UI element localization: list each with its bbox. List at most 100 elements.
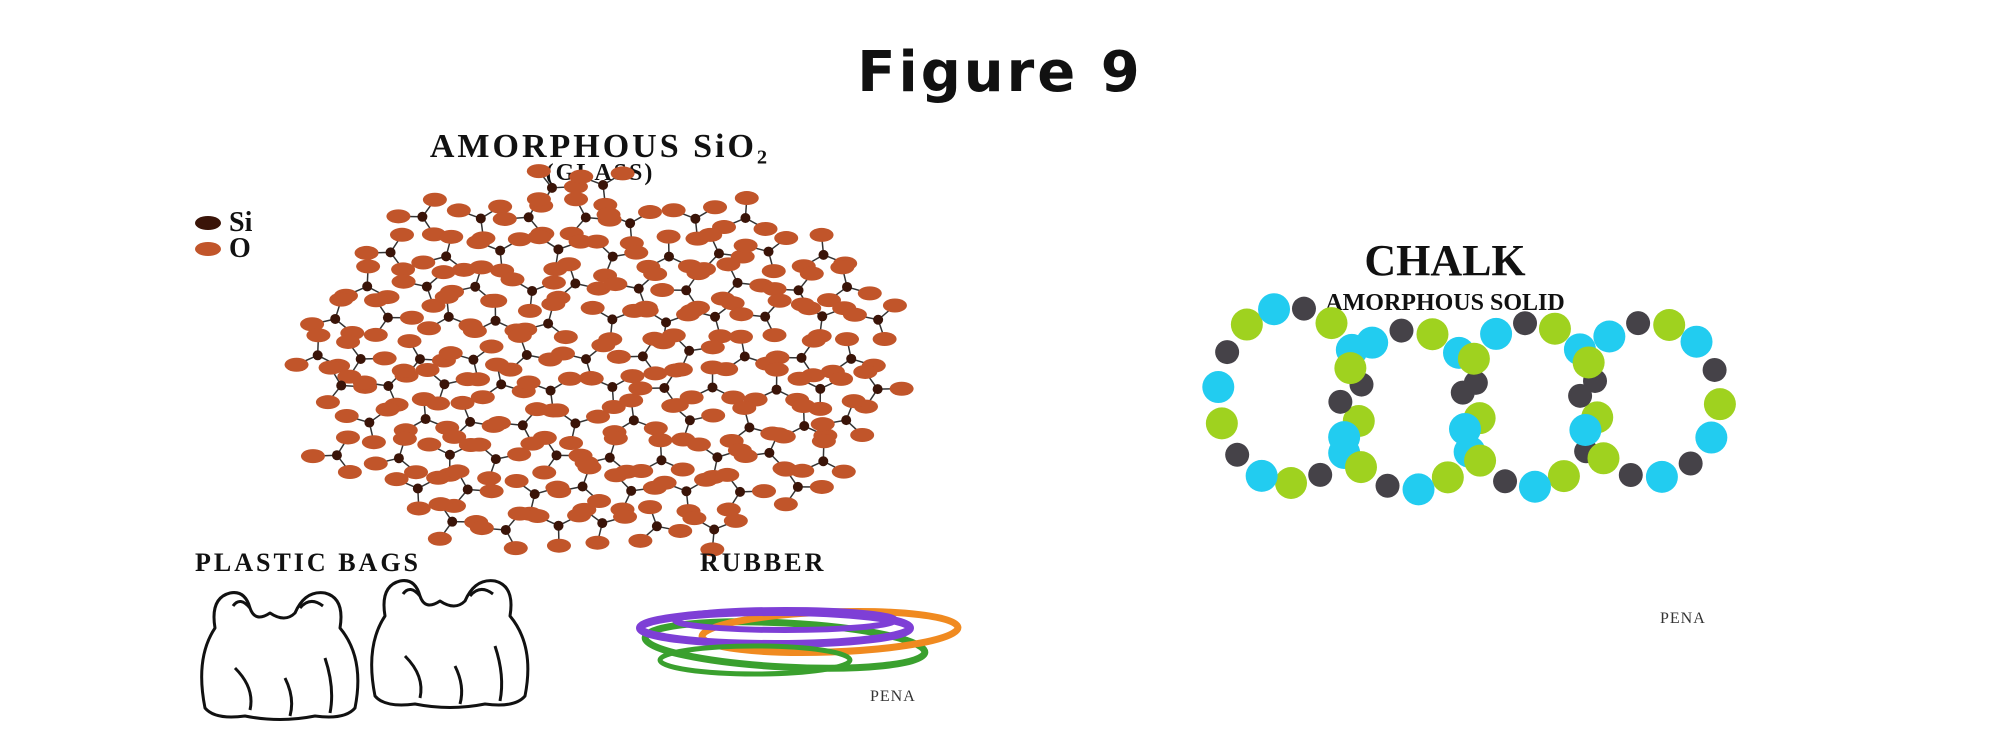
silicon-atom xyxy=(312,350,323,361)
o-atom-icon xyxy=(195,242,221,256)
oxygen-atom xyxy=(648,433,673,448)
oxygen-atom xyxy=(479,339,504,354)
silicon-atom xyxy=(412,483,423,494)
oxygen-atom xyxy=(762,328,787,343)
oxygen-atom xyxy=(391,274,416,289)
oxygen-atom xyxy=(541,275,566,290)
oxygen-atom xyxy=(791,399,816,414)
oxygen-atom xyxy=(603,431,628,446)
oxygen-atom xyxy=(751,484,776,499)
chalk-particle xyxy=(1572,346,1605,379)
oxygen-atom xyxy=(556,257,581,272)
rubber-label: RUBBER xyxy=(700,548,827,577)
oxygen-atom xyxy=(603,277,628,292)
silicon-atom xyxy=(744,422,755,433)
glass-network-diagram xyxy=(284,164,914,557)
oxygen-atom xyxy=(525,402,550,417)
oxygen-atom xyxy=(810,417,835,432)
oxygen-atom xyxy=(679,390,704,405)
silicon-atom xyxy=(421,281,432,292)
oxygen-atom xyxy=(733,449,758,464)
oxygen-atom xyxy=(336,334,361,349)
silicon-atom xyxy=(710,311,721,322)
oxygen-atom xyxy=(526,192,551,207)
chalk-particle xyxy=(1389,318,1414,343)
silicon-atom xyxy=(625,218,636,229)
oxygen-atom xyxy=(354,245,379,260)
oxygen-atom xyxy=(334,408,359,423)
oxygen-atom xyxy=(417,321,442,336)
silicon-atom xyxy=(628,415,639,426)
oxygen-atom xyxy=(694,472,719,487)
oxygen-atom xyxy=(375,402,400,417)
silicon-atom xyxy=(570,278,581,289)
oxygen-atom xyxy=(411,392,436,407)
legend-label-si: Si xyxy=(229,207,253,238)
silicon-atom xyxy=(362,281,373,292)
oxygen-atom xyxy=(507,232,532,247)
oxygen-atom xyxy=(541,297,566,312)
chalk-particle xyxy=(1308,462,1333,487)
oxygen-atom xyxy=(557,371,582,386)
oxygen-atom xyxy=(404,465,429,480)
silicon-atom xyxy=(663,251,674,262)
silicon-atom xyxy=(475,213,486,224)
silicon-atom xyxy=(546,182,557,193)
silicon-atom xyxy=(732,277,743,288)
chalk-particle xyxy=(1205,407,1238,440)
chalk-particle xyxy=(1225,442,1250,467)
oxygen-atom xyxy=(716,257,741,272)
oxygen-atom xyxy=(546,538,571,553)
silicon-atom xyxy=(651,521,662,532)
oxygen-atom xyxy=(830,260,855,275)
chalk-particle xyxy=(1450,380,1475,405)
silicon-atom xyxy=(364,417,375,428)
chalk-particle xyxy=(1457,342,1490,375)
silicon-atom xyxy=(383,381,394,392)
oxygen-atom xyxy=(620,369,645,384)
chalk-particle xyxy=(1695,421,1728,454)
oxygen-atom xyxy=(604,468,629,483)
silicon-atom xyxy=(659,382,670,393)
oxygen-atom xyxy=(834,332,859,347)
silicon-atom xyxy=(597,518,608,529)
silicon-atom xyxy=(690,213,701,224)
silicon-atom xyxy=(796,352,807,363)
oxygen-atom xyxy=(629,463,654,478)
oxygen-atom xyxy=(643,366,668,381)
chalk-particle xyxy=(1402,473,1435,506)
silicon-atom xyxy=(763,246,774,257)
oxygen-atom xyxy=(469,260,494,275)
legend-label-o: O xyxy=(229,233,251,264)
oxygen-atom xyxy=(853,364,878,379)
oxygen-atom xyxy=(411,255,436,270)
oxygen-atom xyxy=(708,329,733,344)
legend-item-si: Si xyxy=(195,207,253,238)
oxygen-atom xyxy=(329,292,354,307)
oxygen-atom xyxy=(450,395,475,410)
oxygen-atom xyxy=(442,429,467,444)
chalk-particle xyxy=(1480,317,1513,350)
oxygen-atom xyxy=(721,390,746,405)
oxygen-atom xyxy=(532,430,557,445)
oxygen-atom xyxy=(661,328,686,343)
chalk-particle xyxy=(1275,466,1308,499)
oxygen-atom xyxy=(479,484,504,499)
rubber-bands-illustration xyxy=(636,607,962,677)
oxygen-atom xyxy=(850,428,875,443)
silicon-atom xyxy=(420,414,431,425)
oxygen-atom xyxy=(485,357,510,372)
silicon-atom xyxy=(527,285,538,296)
oxygen-atom xyxy=(790,297,815,312)
silicon-atom xyxy=(443,311,454,322)
oxygen-atom xyxy=(762,282,787,297)
silicon-atom xyxy=(709,524,720,535)
silicon-atom xyxy=(336,380,347,391)
oxygen-atom xyxy=(716,502,741,517)
oxygen-atom xyxy=(773,462,798,477)
oxygen-atom xyxy=(728,329,753,344)
silicon-atom xyxy=(681,486,692,497)
oxygen-atom xyxy=(439,229,464,244)
silicon-atom xyxy=(712,452,723,463)
oxygen-atom xyxy=(422,192,447,207)
